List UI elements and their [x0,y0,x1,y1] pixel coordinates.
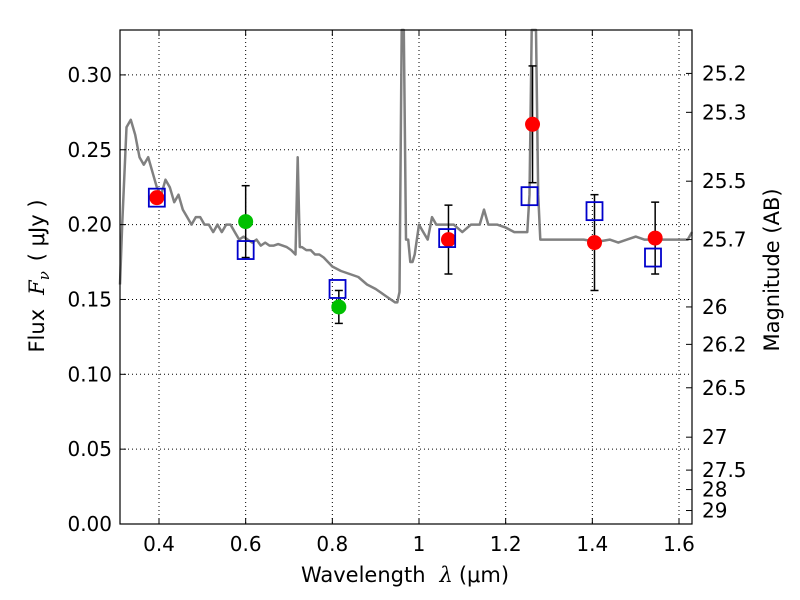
x-tick-label: 1 [413,532,426,556]
magnitude-tick-label: 26.5 [702,376,747,400]
data-point [587,235,602,251]
model-box-marker [585,201,604,222]
x-tick-label: 1.2 [490,532,522,556]
model-spectrum [118,28,694,304]
data-point [525,116,541,132]
x-tick-labels: 0.4 0.6 0.8 1 1.2 1.4 1.6 [143,532,695,556]
magnitude-tick-label: 26 [702,295,727,319]
x-tick-label: 1.6 [663,532,695,556]
x-axis-label-symbol: λ [439,563,453,587]
magnitude-tick-label: 25.3 [702,100,747,124]
y-axis-label-prefix: Flux [25,309,49,353]
model-box-marker [328,279,347,299]
data-point [440,232,456,248]
model-box-marker [438,228,457,248]
y-axis-label: Flux Fν ( μJy ) [25,199,53,352]
model-box-marker [236,240,255,260]
y-axis-label-unit: ( μJy ) [25,199,49,261]
magnitude-tick-label: 26.2 [702,332,747,356]
y-axis-label-subscript: ν [35,271,53,280]
x-axis-label-prefix: Wavelength [301,563,426,587]
y-tick-label: 0.05 [67,437,112,461]
plot-frame [119,29,693,525]
y-tick-labels: 0.00 0.05 0.10 0.15 0.20 0.25 0.30 [67,63,112,536]
x-tick-label: 0.8 [316,532,348,556]
model-box-marker [147,187,166,208]
model-box-marker [644,247,662,268]
magnitude-tick-label: 27.5 [702,458,747,482]
x-tick-label: 0.4 [143,532,175,556]
magnitude-tick-label: 25.5 [702,169,747,193]
y2-axis-label: Magnitude (AB) [760,188,784,351]
x-axis-label-unit: (μm) [459,563,509,587]
magnitude-tick-label: 27 [702,425,727,449]
data-points [149,116,663,315]
data-point [149,190,165,206]
x-tick-label: 0.6 [230,532,262,556]
axis-ticks [120,30,692,525]
model-boxes [147,186,662,299]
y-tick-label: 0.15 [67,287,112,311]
data-point [647,230,663,246]
y-tick-label: 0.00 [67,512,112,536]
magnitude-tick-label: 28 [702,478,727,502]
x-tick-label: 1.4 [576,532,608,556]
magnitude-tick-label: 29 [702,499,727,523]
y-tick-label: 0.10 [67,362,112,386]
magnitude-tick-label: 25.7 [702,228,747,252]
y-tick-label: 0.20 [67,213,112,237]
data-point [238,214,254,230]
model-box-marker [520,186,539,207]
y-tick-label: 0.30 [67,63,112,87]
y-tick-label: 0.25 [67,138,112,162]
magnitude-tick-label: 25.2 [702,61,747,85]
model-spectrum-line [118,28,694,304]
y-axis-label-symbol: F [25,279,49,296]
data-point [331,299,347,315]
x-axis-label: Wavelength λ (μm) [301,563,509,587]
